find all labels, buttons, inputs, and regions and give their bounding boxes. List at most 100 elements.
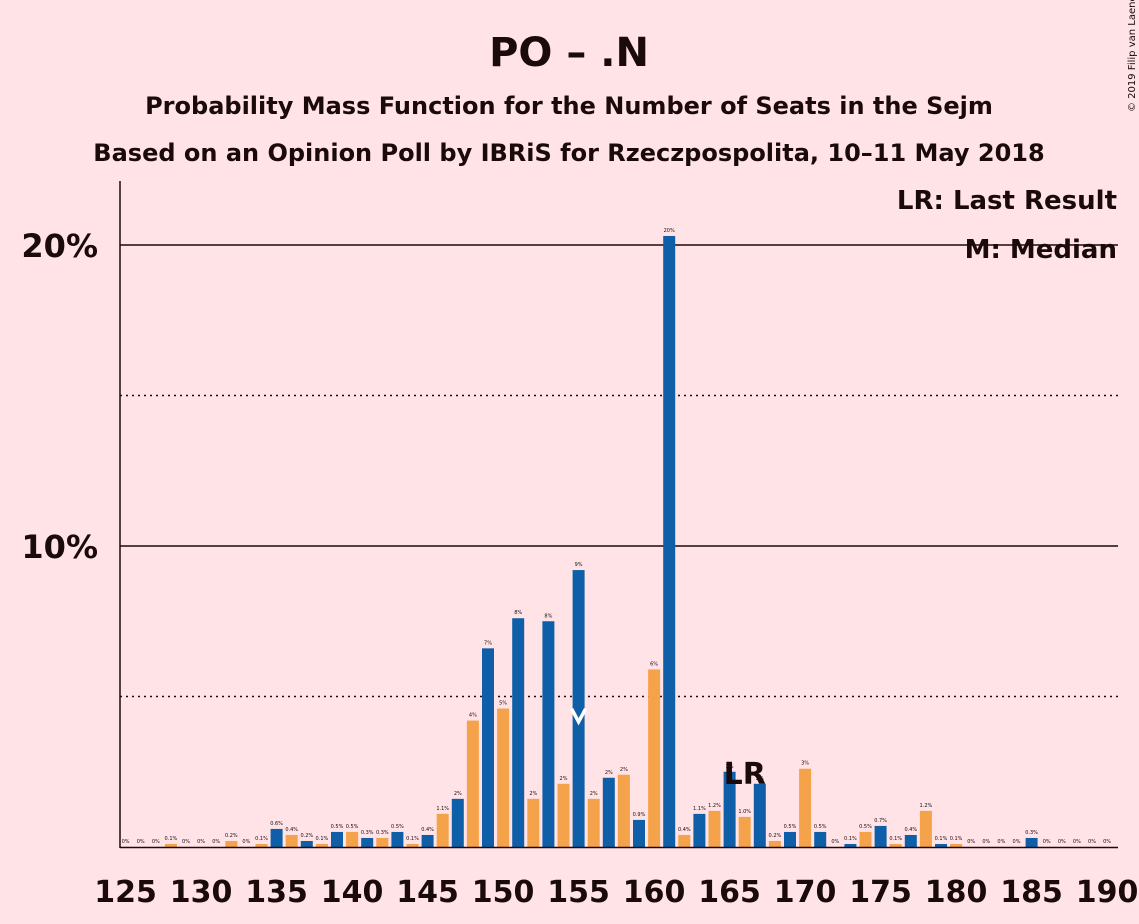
- legend-median: M: Median: [965, 235, 1117, 265]
- bar-seat-147: [451, 798, 464, 847]
- x-tick-label: 170: [774, 875, 837, 910]
- bar-label-168: 0.2%: [769, 833, 782, 839]
- bar-label-164: 1.2%: [708, 803, 721, 809]
- bar-label-137: 0.2%: [300, 833, 313, 839]
- bar-label-170: 3%: [801, 761, 809, 767]
- bar-label-145: 0.4%: [421, 827, 434, 833]
- bar-label-176: 0.1%: [889, 836, 902, 842]
- bar-seat-177: [904, 834, 917, 847]
- x-tick-label: 130: [170, 875, 233, 910]
- bar-label-165: 3%: [726, 764, 734, 770]
- bar-label-144: 0.1%: [406, 836, 419, 842]
- bar-seat-135: [270, 828, 283, 847]
- bar-label-156: 2%: [590, 791, 598, 797]
- legend-last-result: LR: Last Result: [897, 186, 1117, 216]
- chart-subtitle-source: Based on an Opinion Poll by IBRiS for Rz…: [93, 139, 1044, 167]
- bar-seat-140: [346, 831, 359, 847]
- bar-seat-148: [466, 720, 479, 847]
- bar-label-174: 0.5%: [859, 824, 872, 830]
- x-tick-label: 190: [1076, 875, 1139, 910]
- bar-label-138: 0.1%: [316, 836, 329, 842]
- bar-seat-128: [164, 843, 177, 847]
- bar-label-160: 6%: [650, 661, 658, 667]
- bar-seat-150: [497, 708, 510, 847]
- x-tick-label: 160: [623, 875, 686, 910]
- bar-label-126: 0%: [137, 839, 145, 845]
- bar-seat-162: [678, 834, 691, 847]
- bar-label-143: 0.5%: [391, 824, 404, 830]
- x-tick-label: 140: [321, 875, 384, 910]
- x-tick-label: 180: [925, 875, 988, 910]
- median-marker: [570, 708, 588, 726]
- bar-seat-149: [482, 648, 494, 847]
- bar-label-127: 0%: [152, 839, 160, 845]
- bar-label-189: 0%: [1088, 839, 1096, 845]
- chart-title: PO – .N: [489, 30, 649, 76]
- bar-label-185: 0.3%: [1025, 830, 1038, 836]
- bar-seat-175: [874, 825, 887, 847]
- bar-seat-152: [527, 798, 540, 847]
- bar-label-167: 2%: [756, 776, 764, 782]
- x-tick-label: 155: [547, 875, 610, 910]
- bar-seat-173: [844, 843, 857, 847]
- bar-seat-153: [542, 621, 555, 847]
- x-tick-label: 135: [245, 875, 308, 910]
- bar-seat-170: [799, 768, 812, 847]
- bar-seat-158: [617, 774, 630, 847]
- bar-label-159: 0.9%: [633, 812, 646, 818]
- bar-label-166: 1.0%: [738, 809, 751, 815]
- bar-seat-163: [693, 813, 706, 847]
- bar-label-128: 0.1%: [165, 836, 178, 842]
- x-tick-label: 150: [472, 875, 535, 910]
- bar-seat-167: [753, 783, 766, 847]
- bar-label-180: 0.1%: [950, 836, 963, 842]
- y-tick-label: 10%: [21, 528, 98, 566]
- bar-label-158: 2%: [620, 767, 628, 773]
- bar-seat-151: [512, 618, 525, 847]
- bar-seat-132: [225, 840, 238, 847]
- x-tick-label: 165: [698, 875, 761, 910]
- bar-label-188: 0%: [1073, 839, 1081, 845]
- bar-seat-156: [587, 798, 600, 847]
- bar-label-132: 0.2%: [225, 833, 238, 839]
- bar-label-157: 2%: [605, 770, 613, 776]
- bar-label-155: 9%: [575, 562, 583, 568]
- bar-seat-146: [436, 813, 449, 847]
- bar-label-141: 0.3%: [361, 830, 374, 836]
- bar-label-178: 1.2%: [920, 803, 933, 809]
- x-tick-label: 175: [849, 875, 912, 910]
- bar-label-134: 0.1%: [255, 836, 268, 842]
- bar-label-149: 7%: [484, 640, 492, 646]
- bar-seat-139: [331, 831, 343, 847]
- bar-label-135: 0.6%: [270, 821, 283, 827]
- axes: [119, 181, 1118, 849]
- bar-label-147: 2%: [454, 791, 462, 797]
- bar-label-146: 1.1%: [436, 806, 449, 812]
- bar-seat-166: [738, 816, 751, 847]
- bar-seat-157: [602, 777, 615, 847]
- bar-label-139: 0.5%: [331, 824, 344, 830]
- bar-label-152: 2%: [529, 791, 537, 797]
- bar-seat-161: [663, 235, 676, 848]
- bar-seat-159: [633, 819, 645, 847]
- bar-seat-176: [889, 843, 902, 847]
- chart-subtitle: Probability Mass Function for the Number…: [145, 92, 993, 120]
- bar-label-153: 8%: [544, 613, 552, 619]
- copyright-notice: © 2019 Filip van Laenen: [1127, 0, 1138, 112]
- bar-label-187: 0%: [1058, 839, 1066, 845]
- bar-label-162: 0.4%: [678, 827, 691, 833]
- bar-seat-144: [406, 843, 419, 847]
- bar-label-177: 0.4%: [904, 827, 917, 833]
- x-tick-label: 185: [1000, 875, 1063, 910]
- bar-seat-171: [814, 831, 827, 847]
- bar-seat-136: [285, 834, 298, 847]
- bar-seat-155: [572, 570, 585, 847]
- bars: [164, 235, 1038, 848]
- bar-label-125: 0%: [122, 839, 130, 845]
- bar-label-184: 0%: [1013, 839, 1021, 845]
- bar-seat-134: [255, 843, 268, 847]
- bar-seat-160: [648, 669, 661, 847]
- x-tick-labels: 125 130 135 140 145 150 155 160 165 170 175 180 185 1…: [94, 875, 1138, 910]
